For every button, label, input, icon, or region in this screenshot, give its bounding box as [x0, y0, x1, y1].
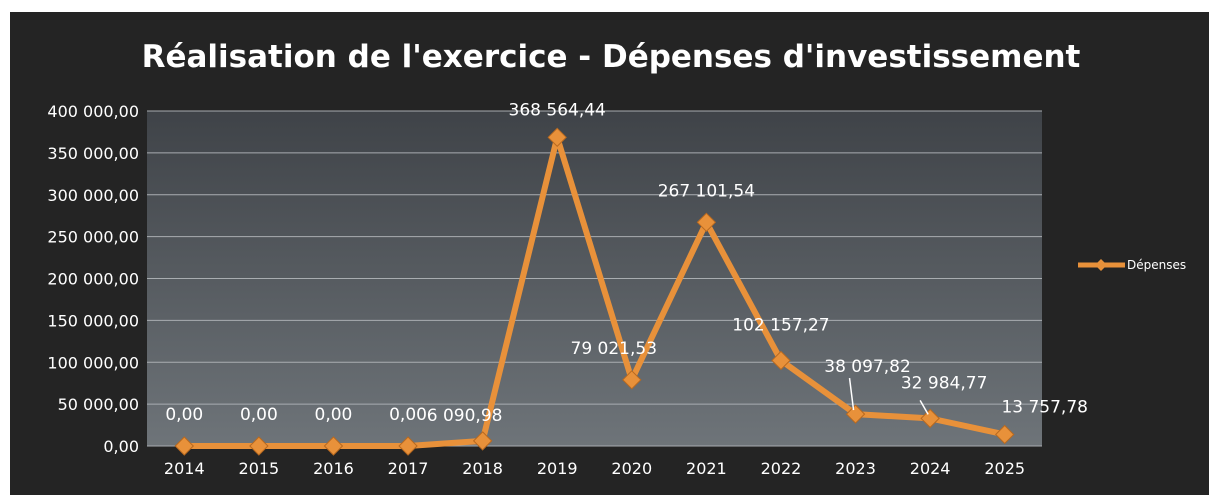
data-label: 0,00	[165, 405, 203, 425]
data-label: 0,00	[389, 405, 427, 425]
y-tick-label: 250 000,00	[47, 228, 139, 247]
data-point-marker	[696, 212, 717, 233]
x-tick-label: 2025	[984, 459, 1025, 478]
data-label: 0,00	[315, 405, 353, 425]
y-tick-label: 350 000,00	[47, 144, 139, 163]
legend-label: Dépenses	[1127, 258, 1186, 272]
data-label: 79 021,53	[571, 339, 658, 359]
x-tick-label: 2023	[835, 459, 876, 478]
data-label: 102 157,27	[732, 315, 829, 335]
data-point-marker	[398, 436, 418, 456]
data-point-marker	[920, 408, 940, 429]
x-axis-ticks: 2014 2015 2016 2017 2018 2019 2020 2021 2022 2023…	[164, 459, 1025, 478]
series-line	[181, 134, 1008, 449]
data-label: 13 757,78	[1001, 397, 1088, 417]
x-tick-label: 2021	[686, 459, 727, 478]
y-axis-ticks: 0,00 50 000,00 100 000,00 150 000,00 200 000…	[47, 102, 139, 456]
chart-title: Réalisation de l'exercice - Dépenses d'i…	[142, 39, 1081, 75]
data-point-marker	[845, 404, 866, 424]
y-tick-label: 0,00	[103, 437, 139, 456]
data-label: 0,00	[240, 405, 278, 425]
y-tick-label: 100 000,00	[47, 353, 139, 372]
x-tick-label: 2018	[462, 459, 503, 478]
legend: Dépenses	[1078, 258, 1186, 272]
data-label: 368 564,44	[509, 100, 606, 120]
line-chart: Réalisation de l'exercice - Dépenses d'i…	[47, 39, 1186, 478]
data-label: 6 090,98	[427, 406, 503, 426]
data-point-marker	[249, 436, 269, 456]
label-leader-line	[919, 400, 929, 415]
data-point-marker	[622, 370, 642, 390]
data-point-marker	[323, 436, 344, 456]
data-point-marker	[472, 431, 493, 451]
data-label: 32 984,77	[901, 373, 988, 393]
data-point-marker	[547, 127, 567, 148]
y-tick-label: 400 000,00	[47, 102, 139, 121]
label-leader-line	[848, 378, 855, 411]
x-tick-label: 2015	[239, 459, 280, 478]
data-label: 38 097,82	[824, 357, 911, 377]
x-tick-label: 2016	[313, 459, 354, 478]
x-tick-label: 2022	[761, 459, 802, 478]
data-label: 267 101,54	[658, 181, 755, 201]
data-point-marker	[771, 350, 791, 371]
y-tick-label: 50 000,00	[58, 395, 139, 414]
x-tick-label: 2019	[537, 459, 578, 478]
y-tick-label: 150 000,00	[47, 311, 139, 330]
data-point-marker	[995, 424, 1015, 445]
x-tick-label: 2014	[164, 459, 205, 478]
x-tick-label: 2020	[611, 459, 652, 478]
y-tick-label: 300 000,00	[47, 186, 139, 205]
chart-frame: Réalisation de l'exercice - Dépenses d'i…	[10, 12, 1209, 495]
data-point-marker	[174, 436, 194, 456]
series-dépenses	[174, 127, 1015, 456]
x-tick-label: 2024	[910, 459, 951, 478]
y-tick-label: 200 000,00	[47, 270, 139, 289]
legend-marker-swatch	[1095, 259, 1107, 271]
x-tick-label: 2017	[388, 459, 429, 478]
